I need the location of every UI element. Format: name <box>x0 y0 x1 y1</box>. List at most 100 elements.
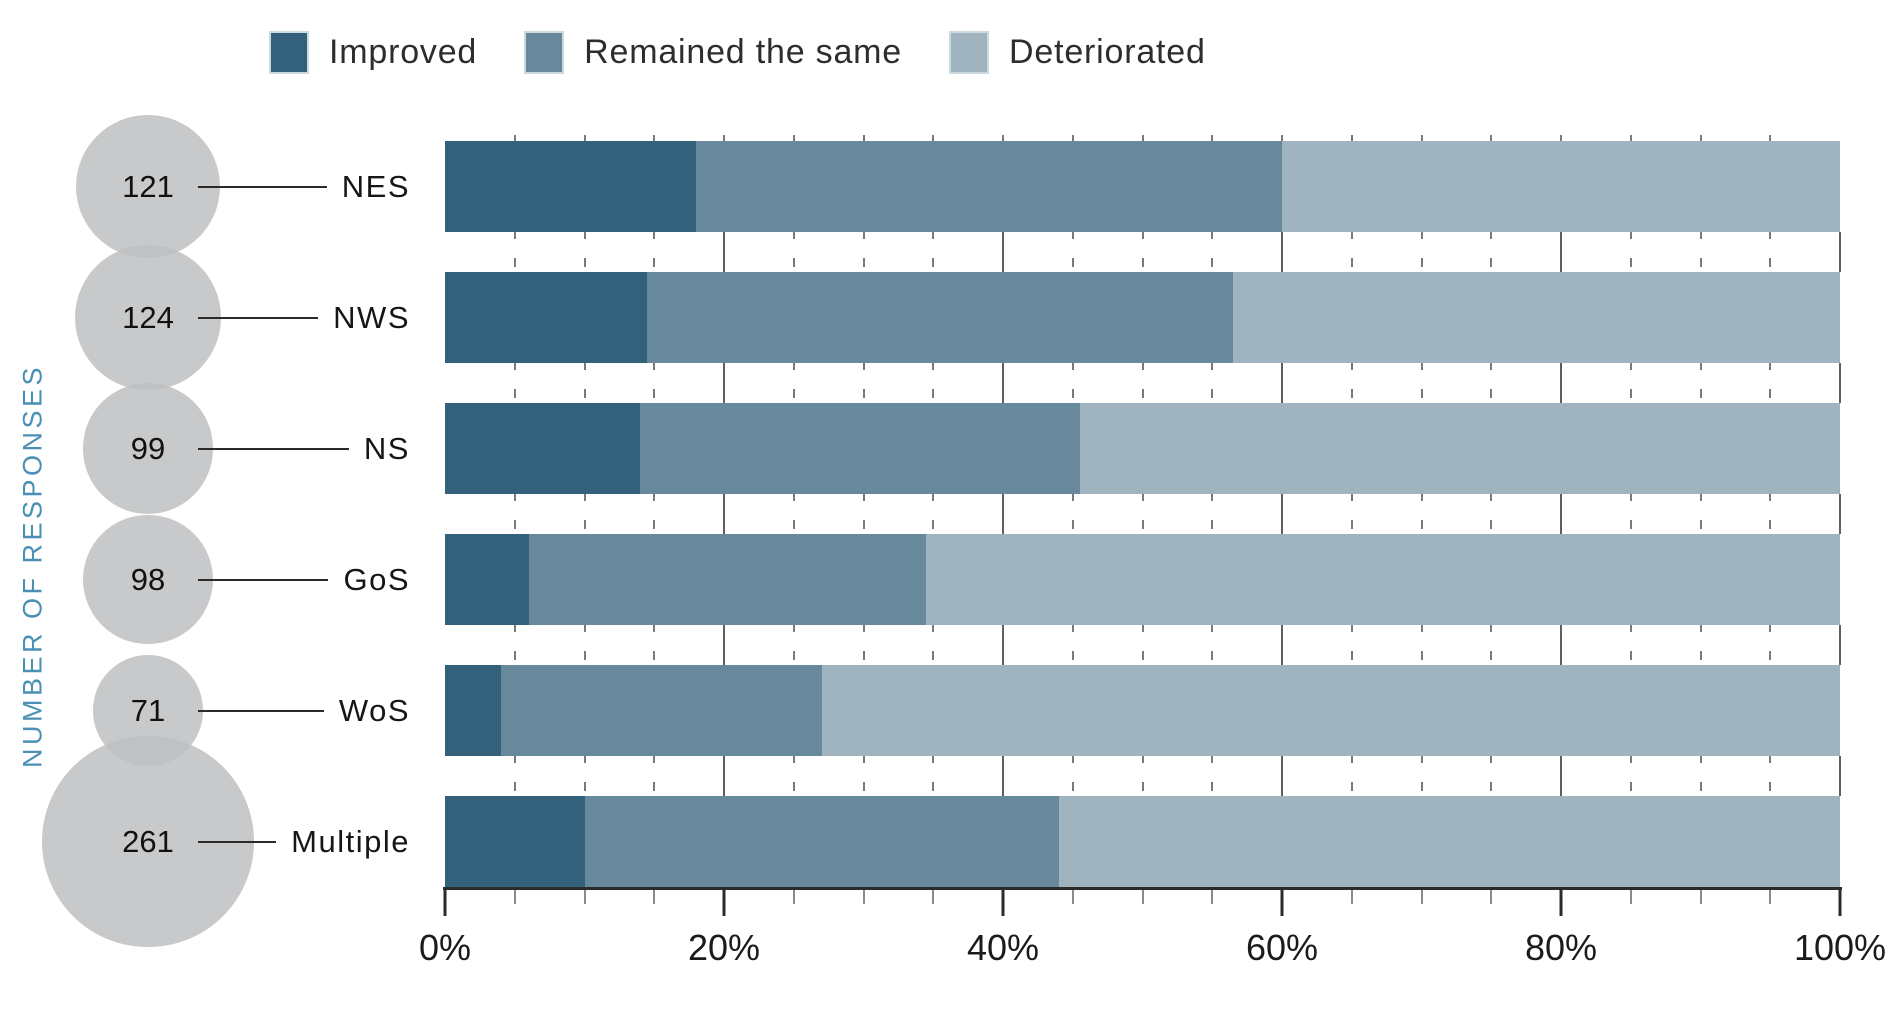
gap-tick <box>1420 494 1423 501</box>
bar-segment-improved <box>445 141 697 232</box>
x-axis-tick-label: 0% <box>418 927 472 968</box>
gap-tick <box>932 258 935 267</box>
gap-gridline <box>1560 625 1562 665</box>
gap-tick <box>862 363 865 370</box>
gap-gridline <box>723 363 725 403</box>
gap-tick <box>1490 258 1493 267</box>
gap-tick <box>1071 782 1074 791</box>
gap-tick <box>653 258 656 267</box>
bar-row <box>445 534 1840 625</box>
gap-tick <box>1350 651 1353 660</box>
x-axis-tick <box>932 890 935 904</box>
bar-segment-remained-the-same <box>500 665 822 756</box>
plot-top-tick <box>1490 135 1493 141</box>
gap-tick <box>513 494 516 501</box>
gap-tick <box>583 756 586 763</box>
gap-tick <box>862 232 865 239</box>
x-axis-tick <box>1699 890 1702 904</box>
gap-tick <box>1141 782 1144 791</box>
gap-tick <box>1141 389 1144 398</box>
gap-gridline <box>723 625 725 665</box>
response-count-bubble <box>75 244 221 391</box>
bar-segment-remained-the-same <box>647 272 1234 363</box>
gap-gridline <box>1839 232 1841 272</box>
x-axis-tick <box>722 890 726 916</box>
gap-tick <box>513 520 516 529</box>
bubble-value: 71 <box>130 692 166 728</box>
x-axis-tick <box>1838 890 1842 916</box>
category-row: NS <box>198 431 410 467</box>
gap-tick <box>1350 363 1353 370</box>
x-axis-tick <box>653 890 656 904</box>
gap-tick <box>1769 520 1772 529</box>
gap-tick <box>1490 232 1493 239</box>
gap-tick <box>1629 782 1632 791</box>
gap-tick <box>792 494 795 501</box>
gap-tick <box>1629 756 1632 763</box>
gap-tick <box>1769 651 1772 660</box>
gap-gridline <box>1839 494 1841 534</box>
gap-tick <box>1211 782 1214 791</box>
gap-tick <box>932 389 935 398</box>
gap-tick <box>862 782 865 791</box>
bubble-value: 99 <box>130 430 166 466</box>
x-axis-tick <box>443 890 447 916</box>
gap-tick <box>1699 782 1702 791</box>
leader-line <box>198 447 349 450</box>
gap-tick <box>513 756 516 763</box>
bar-gap <box>445 625 1841 665</box>
gap-tick <box>1420 258 1423 267</box>
gap-tick <box>513 232 516 239</box>
gap-tick <box>1141 232 1144 239</box>
bar-segment-improved <box>445 796 585 887</box>
gap-tick <box>1141 625 1144 632</box>
gap-tick <box>1490 520 1493 529</box>
gap-tick <box>1699 258 1702 267</box>
plot-area <box>445 135 1841 887</box>
gap-tick <box>1211 625 1214 632</box>
gap-tick <box>1629 651 1632 660</box>
bar-gap <box>445 494 1841 534</box>
gap-tick <box>1769 363 1772 370</box>
gap-tick <box>932 756 935 763</box>
gap-tick <box>862 651 865 660</box>
gap-tick <box>1420 520 1423 529</box>
x-axis-tick-label: 60% <box>1245 927 1319 968</box>
plot-top-tick <box>932 135 935 141</box>
x-axis-tick <box>1629 890 1632 904</box>
bar-segment-deteriorated <box>1233 272 1840 363</box>
category-label: NS <box>363 430 410 466</box>
gap-tick <box>1769 232 1772 239</box>
gap-tick <box>1141 520 1144 529</box>
gap-tick <box>932 520 935 529</box>
gap-tick <box>1699 232 1702 239</box>
gap-tick <box>1350 389 1353 398</box>
x-axis-tick <box>1490 890 1493 904</box>
bar-segment-improved <box>445 403 641 494</box>
gap-tick <box>1071 756 1074 763</box>
x-axis-tick <box>1071 890 1074 904</box>
x-axis-tick <box>1350 890 1353 904</box>
gap-tick <box>1350 520 1353 529</box>
gap-tick <box>1629 520 1632 529</box>
gap-tick <box>583 520 586 529</box>
gap-tick <box>1769 494 1772 501</box>
bar-segment-remained-the-same <box>584 796 1059 887</box>
gap-tick <box>1141 363 1144 370</box>
legend-item: Remained the same <box>524 31 902 74</box>
gap-tick <box>583 389 586 398</box>
bar-gap <box>445 363 1841 403</box>
bar-segment-deteriorated <box>926 534 1840 625</box>
bar-segment-remained-the-same <box>640 403 1080 494</box>
gap-tick <box>1629 494 1632 501</box>
x-axis-tick-label: 100% <box>1793 927 1887 968</box>
plot-top-tick <box>723 135 725 141</box>
gap-tick <box>792 651 795 660</box>
gap-tick <box>862 494 865 501</box>
gap-gridline <box>1560 363 1562 403</box>
gap-tick <box>583 782 586 791</box>
gap-gridline <box>1281 494 1283 534</box>
gap-tick <box>513 782 516 791</box>
gap-tick <box>1420 625 1423 632</box>
